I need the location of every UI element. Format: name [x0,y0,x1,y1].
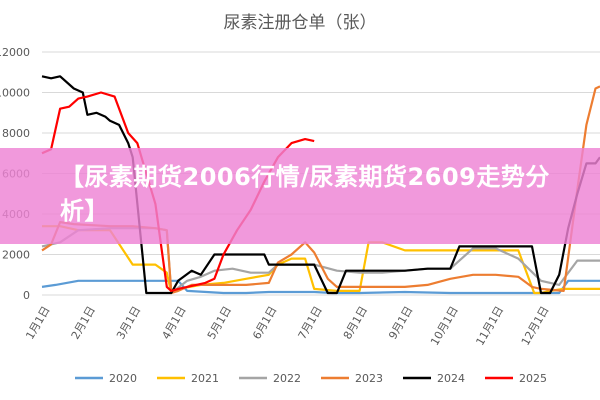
x-tick-label: 3月1日 [114,304,143,342]
y-tick-label: 12000 [0,46,30,59]
y-tick-label: 8000 [2,127,30,140]
legend-label-2024: 2024 [437,372,465,385]
headline-banner-text[interactable]: 【尿素期货2006行情/尿素期货2609走势分析】 [60,163,550,225]
series-line-2024 [41,75,600,295]
x-axis-ticks: 1月1日 2月1日 3月1日 4月1日 5月1日 6月1日 7月1日 8月1日 9月1日 10月1… [23,304,551,348]
x-tick-label: 7月1日 [296,304,325,342]
legend-label-2025: 2025 [519,372,547,385]
legend-label-2021: 2021 [191,372,219,385]
chart-title: 尿素注册仓单（张） [223,13,377,33]
x-tick-label: 1月1日 [23,304,52,342]
series-line-2021 [42,225,600,295]
legend-label-2022: 2022 [273,372,301,385]
x-tick-label: 6月1日 [250,304,279,342]
x-tick-label: 9月1日 [386,304,415,342]
legend-label-2020: 2020 [109,372,137,385]
x-tick-label: 5月1日 [205,304,234,342]
y-tick-label: 2000 [2,249,30,262]
x-tick-label: 8月1日 [341,304,370,342]
headline-banner [0,148,600,244]
x-tick-label: 10月1日 [428,304,461,348]
y-tick-label: 10000 [0,87,30,100]
x-tick-label: 2月1日 [69,304,98,342]
x-tick-label: 4月1日 [159,304,188,342]
y-tick-label: 0 [23,289,30,302]
series-line-2020 [41,279,600,295]
legend: 2020 2021 2022 2023 2024 2025 [75,372,547,385]
x-tick-label: 12月1日 [519,304,552,348]
x-tick-label: 11月1日 [473,304,506,348]
legend-label-2023: 2023 [355,372,383,385]
